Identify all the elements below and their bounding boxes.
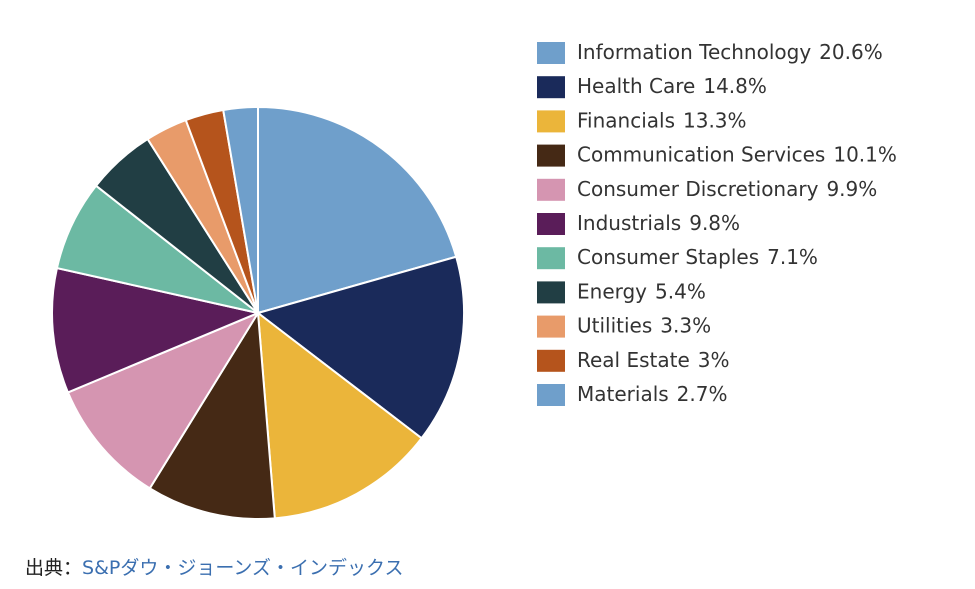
legend-value: 20.6%: [819, 40, 883, 64]
source-link[interactable]: S&Pダウ・ジョーンズ・インデックス: [82, 557, 403, 579]
legend-label: Communication Services: [577, 142, 825, 166]
legend-label: Consumer Discretionary: [577, 176, 819, 200]
legend-swatch: [537, 247, 565, 270]
pie-slice: [222, 105, 259, 314]
legend-label: Industrials: [577, 211, 681, 235]
legend-entry: Real Estate 3%: [577, 347, 730, 371]
legend-entry: Communication Services 10.1%: [577, 142, 897, 166]
legend-label: Consumer Staples: [577, 245, 759, 269]
legend-label: Real Estate: [577, 347, 690, 371]
legend-swatch: [537, 42, 565, 64]
legend-entry: Energy 5.4%: [577, 279, 706, 303]
legend-value: 9.8%: [689, 211, 740, 235]
legend-label: Utilities: [577, 313, 652, 337]
legend-value: 14.8%: [703, 74, 767, 98]
legend-value: 9.9%: [826, 176, 877, 200]
legend-swatch: [537, 384, 565, 406]
pie-slice: [51, 266, 262, 394]
pie-slice: [257, 105, 458, 315]
legend-swatch: [537, 213, 565, 235]
legend-label: Energy: [577, 279, 647, 303]
source-prefix: 出典：: [25, 557, 82, 579]
legend-entry: Materials 2.7%: [577, 382, 727, 406]
legend-value: 2.7%: [677, 382, 728, 406]
legend-swatch: [537, 281, 565, 304]
legend-entry: Consumer Discretionary 9.9%: [577, 176, 877, 200]
legend-entry: Industrials 9.8%: [577, 211, 740, 235]
legend-swatch: [537, 110, 565, 133]
legend-value: 5.4%: [655, 279, 706, 303]
legend-value: 10.1%: [833, 142, 897, 166]
legend-label: Materials: [577, 382, 669, 406]
legend-swatch: [537, 349, 565, 372]
legend-value: 3%: [698, 347, 730, 371]
legend-entry: Health Care 14.8%: [577, 74, 767, 98]
pie-slice: [66, 310, 261, 490]
legend-value: 7.1%: [767, 245, 818, 269]
source-line: 出典：S&Pダウ・ジョーンズ・インデックス: [25, 557, 403, 579]
legend-entry: Information Technology 20.6%: [577, 40, 883, 64]
legend-swatch: [537, 178, 565, 201]
legend-entry: Utilities 3.3%: [577, 313, 711, 337]
legend-swatch: [537, 76, 565, 99]
legend-swatch: [537, 315, 565, 338]
legend-entry: Consumer Staples 7.1%: [577, 245, 818, 269]
pie-slice: [255, 255, 465, 440]
pie-slice: [148, 309, 276, 520]
legend-entry: Financials 13.3%: [577, 108, 747, 132]
legend-label: Information Technology: [577, 40, 811, 64]
legend-label: Financials: [577, 108, 675, 132]
pie-slice: [256, 310, 423, 520]
legend-swatch: [537, 144, 565, 167]
legend-value: 13.3%: [683, 108, 747, 132]
legend-label: Health Care: [577, 74, 695, 98]
legend-value: 3.3%: [660, 313, 711, 337]
